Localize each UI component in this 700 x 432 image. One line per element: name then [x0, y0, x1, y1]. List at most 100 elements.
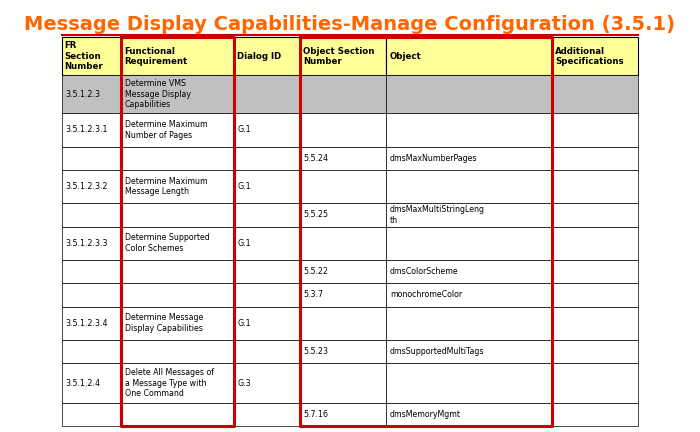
- FancyBboxPatch shape: [552, 38, 638, 75]
- Text: dmsMemoryMgmt: dmsMemoryMgmt: [390, 410, 461, 419]
- Text: G.1: G.1: [237, 125, 251, 134]
- FancyBboxPatch shape: [121, 38, 234, 75]
- FancyBboxPatch shape: [62, 340, 121, 363]
- FancyBboxPatch shape: [386, 75, 552, 114]
- FancyBboxPatch shape: [234, 170, 300, 203]
- FancyBboxPatch shape: [62, 307, 121, 340]
- FancyBboxPatch shape: [62, 226, 121, 260]
- Text: dmsMaxMultiStringLeng
th: dmsMaxMultiStringLeng th: [390, 205, 485, 225]
- Text: Additional
Specifications: Additional Specifications: [555, 47, 624, 66]
- Text: 3.5.1.2.3.2: 3.5.1.2.3.2: [65, 182, 108, 191]
- FancyBboxPatch shape: [62, 114, 121, 146]
- FancyBboxPatch shape: [121, 226, 234, 260]
- FancyBboxPatch shape: [121, 170, 234, 203]
- FancyBboxPatch shape: [300, 403, 386, 426]
- FancyBboxPatch shape: [300, 75, 386, 114]
- Text: Delete All Messages of
a Message Type with
One Command: Delete All Messages of a Message Type wi…: [125, 368, 214, 398]
- Text: 3.5.1.2.3: 3.5.1.2.3: [65, 90, 100, 99]
- FancyBboxPatch shape: [552, 260, 638, 283]
- Text: 5.5.22: 5.5.22: [304, 267, 329, 276]
- Text: 5.5.24: 5.5.24: [304, 154, 329, 163]
- FancyBboxPatch shape: [386, 363, 552, 403]
- FancyBboxPatch shape: [300, 114, 386, 146]
- FancyBboxPatch shape: [234, 307, 300, 340]
- FancyBboxPatch shape: [62, 203, 121, 226]
- FancyBboxPatch shape: [121, 307, 234, 340]
- Text: G.3: G.3: [237, 378, 251, 388]
- Text: 5.5.23: 5.5.23: [304, 347, 329, 356]
- Text: 3.5.1.2.3.4: 3.5.1.2.3.4: [65, 319, 108, 327]
- FancyBboxPatch shape: [300, 363, 386, 403]
- FancyBboxPatch shape: [300, 38, 386, 75]
- FancyBboxPatch shape: [121, 340, 234, 363]
- FancyBboxPatch shape: [552, 283, 638, 307]
- FancyBboxPatch shape: [552, 114, 638, 146]
- FancyBboxPatch shape: [121, 146, 234, 170]
- Text: G.1: G.1: [237, 238, 251, 248]
- Text: Object Section
Number: Object Section Number: [303, 47, 375, 66]
- FancyBboxPatch shape: [234, 114, 300, 146]
- FancyBboxPatch shape: [300, 340, 386, 363]
- FancyBboxPatch shape: [121, 203, 234, 226]
- FancyBboxPatch shape: [234, 75, 300, 114]
- FancyBboxPatch shape: [300, 226, 386, 260]
- FancyBboxPatch shape: [121, 363, 234, 403]
- Text: dmsColorScheme: dmsColorScheme: [390, 267, 458, 276]
- Text: Dialog ID: Dialog ID: [237, 52, 281, 61]
- FancyBboxPatch shape: [386, 340, 552, 363]
- Text: Determine Maximum
Message Length: Determine Maximum Message Length: [125, 177, 207, 196]
- FancyBboxPatch shape: [121, 260, 234, 283]
- FancyBboxPatch shape: [234, 340, 300, 363]
- FancyBboxPatch shape: [234, 226, 300, 260]
- Text: Determine Maximum
Number of Pages: Determine Maximum Number of Pages: [125, 120, 207, 140]
- FancyBboxPatch shape: [552, 170, 638, 203]
- FancyBboxPatch shape: [62, 75, 121, 114]
- Text: dmsMaxNumberPages: dmsMaxNumberPages: [390, 154, 477, 163]
- FancyBboxPatch shape: [62, 146, 121, 170]
- FancyBboxPatch shape: [300, 283, 386, 307]
- FancyBboxPatch shape: [62, 363, 121, 403]
- FancyBboxPatch shape: [62, 283, 121, 307]
- Text: 3.5.1.2.3.3: 3.5.1.2.3.3: [65, 238, 108, 248]
- FancyBboxPatch shape: [121, 283, 234, 307]
- FancyBboxPatch shape: [234, 146, 300, 170]
- Text: 5.7.16: 5.7.16: [304, 410, 329, 419]
- Text: G.1: G.1: [237, 182, 251, 191]
- Text: Message Display Capabilities-Manage Configuration (3.5.1): Message Display Capabilities-Manage Conf…: [25, 15, 676, 34]
- FancyBboxPatch shape: [62, 38, 121, 75]
- FancyBboxPatch shape: [552, 226, 638, 260]
- FancyBboxPatch shape: [552, 363, 638, 403]
- FancyBboxPatch shape: [386, 203, 552, 226]
- FancyBboxPatch shape: [386, 114, 552, 146]
- Text: dmsSupportedMultiTags: dmsSupportedMultiTags: [390, 347, 484, 356]
- FancyBboxPatch shape: [552, 340, 638, 363]
- Text: 5.5.25: 5.5.25: [304, 210, 329, 219]
- FancyBboxPatch shape: [386, 260, 552, 283]
- FancyBboxPatch shape: [62, 403, 121, 426]
- FancyBboxPatch shape: [300, 146, 386, 170]
- FancyBboxPatch shape: [552, 146, 638, 170]
- Text: 3.5.1.2.3.1: 3.5.1.2.3.1: [65, 125, 108, 134]
- Text: Functional
Requirement: Functional Requirement: [124, 47, 188, 66]
- FancyBboxPatch shape: [552, 403, 638, 426]
- Text: Determine VMS
Message Display
Capabilities: Determine VMS Message Display Capabiliti…: [125, 79, 190, 109]
- FancyBboxPatch shape: [552, 203, 638, 226]
- FancyBboxPatch shape: [300, 203, 386, 226]
- Text: 5.3.7: 5.3.7: [304, 290, 324, 299]
- FancyBboxPatch shape: [552, 75, 638, 114]
- FancyBboxPatch shape: [386, 403, 552, 426]
- FancyBboxPatch shape: [234, 283, 300, 307]
- FancyBboxPatch shape: [300, 307, 386, 340]
- Text: G.1: G.1: [237, 319, 251, 327]
- FancyBboxPatch shape: [234, 363, 300, 403]
- FancyBboxPatch shape: [552, 307, 638, 340]
- Text: monochromeColor: monochromeColor: [390, 290, 462, 299]
- FancyBboxPatch shape: [234, 403, 300, 426]
- FancyBboxPatch shape: [386, 226, 552, 260]
- FancyBboxPatch shape: [121, 75, 234, 114]
- FancyBboxPatch shape: [62, 260, 121, 283]
- Text: Determine Supported
Color Schemes: Determine Supported Color Schemes: [125, 233, 209, 253]
- FancyBboxPatch shape: [386, 283, 552, 307]
- FancyBboxPatch shape: [234, 38, 300, 75]
- FancyBboxPatch shape: [386, 38, 552, 75]
